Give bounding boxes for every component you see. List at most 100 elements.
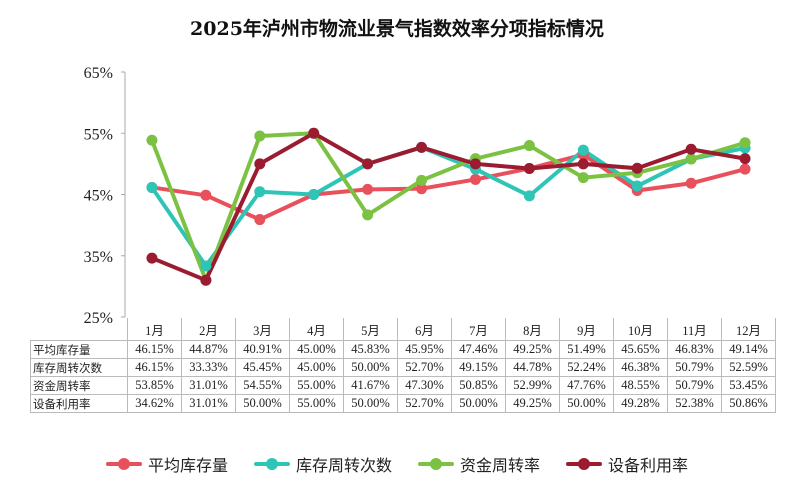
y-tick-label: 65% bbox=[84, 65, 113, 82]
legend-swatch-icon bbox=[418, 458, 454, 470]
table-cell: 53.45% bbox=[721, 376, 776, 395]
table-cell: 54.55% bbox=[235, 376, 290, 395]
table-cell: 49.25% bbox=[505, 394, 560, 413]
data-point-2-5 bbox=[416, 174, 428, 186]
table-cell: 8月 bbox=[505, 318, 560, 341]
table-header: 1月 2月 3月 4月 5月 6月 7月 8月 9月 10月 11月 12月 bbox=[31, 318, 776, 341]
table-cell: 49.25% bbox=[505, 340, 560, 359]
table-cell: 52.38% bbox=[667, 394, 722, 413]
table-cell: 51.49% bbox=[559, 340, 614, 359]
table-cell: 6月 bbox=[397, 318, 452, 341]
legend-label: 设备利用率 bbox=[608, 456, 689, 475]
table-cell: 49.28% bbox=[613, 394, 668, 413]
table-cell: 50.00% bbox=[235, 394, 290, 413]
table-cell: 5月 bbox=[343, 318, 398, 341]
data-point-0-2 bbox=[254, 214, 266, 226]
table-cell: 41.67% bbox=[343, 376, 398, 395]
data-point-2-7 bbox=[523, 140, 535, 152]
legend-item: 设备利用率 bbox=[566, 452, 688, 476]
data-point-0-6 bbox=[469, 173, 481, 185]
data-point-2-8 bbox=[577, 172, 589, 184]
y-tick-label: 35% bbox=[84, 249, 113, 266]
y-tick-label: 45% bbox=[84, 188, 113, 205]
legend-swatch-icon bbox=[566, 458, 603, 470]
table-cell: 45.00% bbox=[289, 358, 344, 377]
table-cell: 48.55% bbox=[613, 376, 668, 395]
data-point-3-6 bbox=[469, 158, 481, 170]
data-point-0-11 bbox=[739, 163, 751, 175]
table-cell: 44.78% bbox=[505, 358, 560, 377]
chart-title: 2025年泸州市物流业景气指数效率分项指标情况 bbox=[190, 18, 604, 40]
table-cell: 2月 bbox=[181, 318, 236, 341]
table-cell: 45.00% bbox=[289, 340, 344, 359]
table-cell: 1月 bbox=[127, 318, 182, 341]
data-point-0-10 bbox=[685, 177, 697, 189]
table-cell: 47.76% bbox=[559, 376, 614, 395]
table-row: 资金周转率 53.85% 31.01% 54.55% 55.00% 41.67% 47.30… bbox=[30, 376, 776, 395]
table-cell: 46.38% bbox=[613, 358, 668, 377]
series-line-2 bbox=[150, 131, 746, 283]
table-cell: 52.70% bbox=[397, 394, 452, 413]
table-cell: 45.65% bbox=[613, 340, 668, 359]
table-cell: 50.79% bbox=[667, 376, 722, 395]
table-cell: 50.85% bbox=[451, 376, 506, 395]
table-cell: 49.14% bbox=[721, 340, 776, 359]
data-point-3-2 bbox=[254, 158, 266, 170]
table-cell: 45.45% bbox=[235, 358, 290, 377]
table-cell: 31.01% bbox=[181, 394, 236, 413]
data-point-2-4 bbox=[362, 209, 374, 221]
data-point-3-0 bbox=[146, 252, 158, 264]
table-cell: 49.15% bbox=[451, 358, 506, 377]
series-line-1 bbox=[150, 145, 746, 268]
table-cell: 40.91% bbox=[235, 340, 290, 359]
table-cell: 50.86% bbox=[721, 394, 776, 413]
legend-label: 库存周转次数 bbox=[295, 456, 392, 475]
table-cell: 50.00% bbox=[343, 358, 398, 377]
table-cell: 46.15% bbox=[127, 358, 182, 377]
data-point-0-5 bbox=[416, 183, 428, 195]
table-cell: 50.79% bbox=[667, 358, 722, 377]
table-cell: 46.15% bbox=[127, 340, 182, 359]
table-cell: 31.01% bbox=[181, 376, 236, 395]
data-point-1-2 bbox=[254, 186, 266, 198]
data-point-3-8 bbox=[577, 158, 589, 170]
data-point-2-2 bbox=[254, 130, 266, 142]
data-point-3-9 bbox=[631, 162, 643, 174]
data-point-1-9 bbox=[631, 180, 643, 192]
data-point-3-10 bbox=[685, 143, 697, 155]
legend: 平均库存量 库存周转次数 资金周转率 设备利用率 bbox=[0, 452, 794, 476]
data-point-1-8 bbox=[577, 144, 589, 156]
row-label: 平均库存量 bbox=[30, 340, 128, 359]
table-cell: 47.30% bbox=[397, 376, 452, 395]
table-row: 设备利用率 34.62% 31.01% 50.00% 55.00% 50.00% 52.70… bbox=[30, 394, 776, 413]
table-cell: 12月 bbox=[721, 318, 776, 341]
table-cell: 52.24% bbox=[559, 358, 614, 377]
table-cell: 45.95% bbox=[397, 340, 452, 359]
data-point-1-7 bbox=[523, 190, 535, 202]
data-point-2-0 bbox=[146, 134, 158, 146]
legend-label: 资金周转率 bbox=[460, 456, 541, 475]
data-point-3-1 bbox=[200, 274, 212, 286]
legend-item: 库存周转次数 bbox=[253, 452, 392, 476]
data-point-1-0 bbox=[146, 181, 158, 193]
table-cell: 7月 bbox=[451, 318, 506, 341]
table-cell: 4月 bbox=[289, 318, 344, 341]
row-label: 库存周转次数 bbox=[30, 358, 128, 377]
data-point-3-7 bbox=[523, 162, 535, 174]
legend-swatch-icon bbox=[105, 458, 142, 470]
row-label bbox=[31, 318, 128, 341]
series-line-3 bbox=[151, 131, 746, 283]
y-tick-label: 25% bbox=[84, 310, 113, 327]
table-cell: 9月 bbox=[559, 318, 614, 341]
table-cell: 33.33% bbox=[181, 358, 236, 377]
legend-item: 资金周转率 bbox=[418, 452, 540, 476]
table-cell: 52.70% bbox=[397, 358, 452, 377]
data-table: 1月 2月 3月 4月 5月 6月 7月 8月 9月 10月 11月 12月 平均库存量 46.15% 44… bbox=[30, 318, 776, 413]
table-cell: 55.00% bbox=[289, 394, 344, 413]
row-label: 设备利用率 bbox=[30, 394, 128, 413]
series-line-0 bbox=[151, 152, 746, 222]
data-point-2-11 bbox=[739, 137, 751, 149]
data-point-1-1 bbox=[200, 260, 212, 272]
y-tick-label: 55% bbox=[84, 126, 113, 143]
